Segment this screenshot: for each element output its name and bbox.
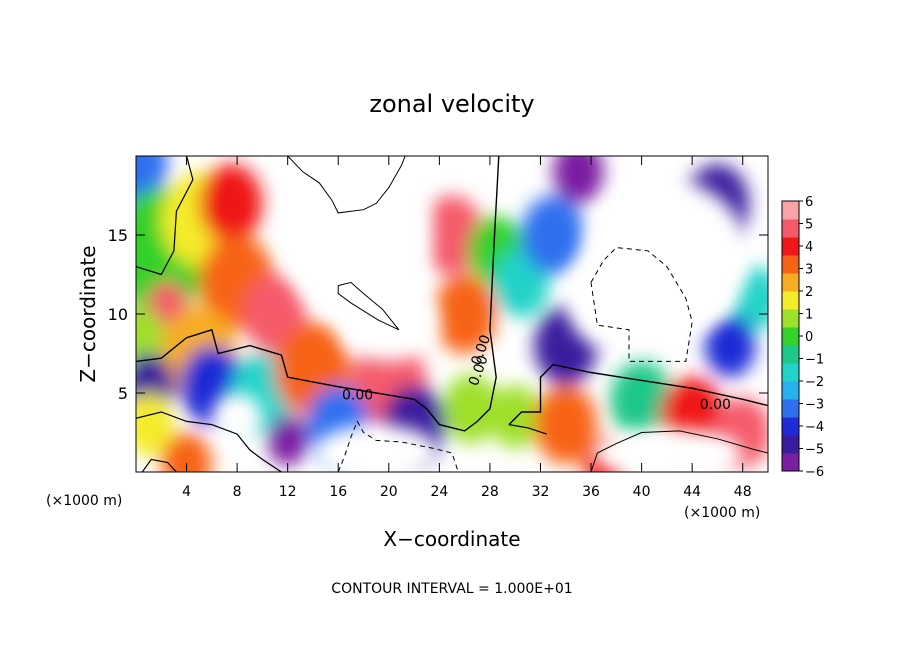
field-cell bbox=[433, 274, 497, 354]
colorbar-tick-label: 5 bbox=[805, 218, 813, 233]
field-cell bbox=[420, 195, 484, 275]
field-cell bbox=[136, 393, 174, 457]
white-region bbox=[281, 156, 434, 322]
colorbar-segment bbox=[782, 327, 799, 346]
field-cell bbox=[161, 432, 212, 472]
x-unit-label: (×1000 m) bbox=[684, 505, 760, 521]
contour-top bbox=[287, 156, 406, 214]
contour-label: 0.00 bbox=[342, 387, 373, 403]
x-tick-label: 28 bbox=[481, 484, 499, 500]
x-tick-label: 40 bbox=[633, 484, 651, 500]
field-cell bbox=[553, 156, 604, 204]
colorbar-segment bbox=[782, 273, 799, 292]
colorbar-tick-label: −6 bbox=[805, 465, 824, 480]
white-region bbox=[338, 282, 440, 362]
y-tick-label: 15 bbox=[108, 226, 128, 245]
x-tick-label: 16 bbox=[329, 484, 347, 500]
colorbar-segment bbox=[782, 381, 799, 400]
colorbar-segment bbox=[782, 399, 799, 418]
colorbar-tick-label: −3 bbox=[805, 398, 824, 413]
x-axis-ticks: 4 8 12 16 20 24 28 32 36 40 44 48 bbox=[182, 156, 752, 500]
colorbar-segment bbox=[782, 237, 799, 256]
plot-area bbox=[135, 155, 769, 473]
field-cell bbox=[267, 415, 308, 466]
y-axis-label: Z−coordinate bbox=[76, 245, 100, 382]
colorbar-tick-label: 1 bbox=[805, 308, 813, 323]
contour-lines bbox=[136, 156, 768, 472]
x-axis-label: X−coordinate bbox=[383, 527, 520, 551]
heatmap-field bbox=[136, 156, 768, 472]
colorbar-segment bbox=[782, 201, 799, 220]
colorbar-tick-label: −4 bbox=[805, 420, 824, 435]
zero-contour-low bbox=[136, 411, 282, 472]
y-tick-label: 5 bbox=[118, 384, 128, 403]
contour-interval-note: CONTOUR INTERVAL = 1.000E+01 bbox=[331, 581, 572, 597]
zero-contour-main bbox=[136, 156, 500, 432]
chart-title: zonal velocity bbox=[369, 90, 534, 118]
white-region bbox=[312, 424, 440, 472]
colorbar-segment bbox=[782, 309, 799, 328]
colorbar-tick-label: −5 bbox=[805, 443, 824, 458]
colorbar-segment bbox=[782, 363, 799, 382]
colorbar-segment bbox=[782, 345, 799, 364]
x-tick-label: 32 bbox=[532, 484, 550, 500]
y-axis-ticks: 5 10 15 bbox=[108, 226, 768, 403]
white-region bbox=[211, 393, 263, 441]
colorbar-segment bbox=[782, 417, 799, 436]
colorbar-segment bbox=[782, 255, 799, 274]
z-unit-label: (×1000 m) bbox=[46, 493, 122, 509]
colorbar-tick-label: 0 bbox=[805, 330, 813, 345]
x-tick-label: 4 bbox=[182, 484, 191, 500]
colorbar-tick-label: −1 bbox=[805, 353, 824, 368]
x-tick-label: 8 bbox=[233, 484, 242, 500]
dashed-contour-bottom bbox=[337, 420, 459, 472]
contour-bottom-left bbox=[141, 458, 177, 472]
contour-ellipse bbox=[337, 281, 400, 331]
colorbar-tick-label: 2 bbox=[805, 285, 813, 300]
contour-label: 0.00 bbox=[700, 397, 731, 413]
field-cell bbox=[704, 314, 756, 378]
dashed-contour-right bbox=[590, 247, 693, 362]
zero-contour-right bbox=[508, 363, 768, 426]
contour-bottom-right bbox=[590, 430, 768, 472]
field-cell bbox=[521, 195, 585, 275]
field-cell bbox=[610, 361, 674, 441]
colorbar-segment bbox=[782, 219, 799, 238]
colorbar-tick-label: 4 bbox=[805, 240, 813, 255]
colorbar-tick-label: −2 bbox=[805, 375, 824, 390]
colorbar-segment bbox=[782, 435, 799, 454]
field-cell bbox=[443, 374, 499, 444]
x-tick-label: 12 bbox=[279, 484, 297, 500]
x-tick-label: 20 bbox=[380, 484, 398, 500]
colorbar-segment bbox=[782, 453, 799, 472]
x-tick-label: 48 bbox=[734, 484, 752, 500]
zero-contour-short bbox=[508, 424, 547, 435]
zero-contour-left bbox=[136, 156, 194, 276]
y-tick-label: 10 bbox=[108, 305, 128, 324]
colorbar: 6 5 4 3 2 1 0 −1 −2 −3 −4 −5 −6 bbox=[781, 195, 824, 480]
field-cell bbox=[489, 385, 541, 449]
colorbar-segment bbox=[782, 291, 799, 310]
field-cell bbox=[199, 163, 263, 243]
field-cell bbox=[534, 385, 598, 465]
white-region bbox=[591, 427, 743, 472]
white-region bbox=[565, 250, 642, 346]
colorbar-tick-label: 6 bbox=[805, 195, 813, 210]
x-tick-label: 44 bbox=[683, 484, 701, 500]
colorbar-tick-label: 3 bbox=[805, 263, 813, 278]
x-tick-label: 24 bbox=[430, 484, 448, 500]
x-tick-label: 36 bbox=[582, 484, 600, 500]
